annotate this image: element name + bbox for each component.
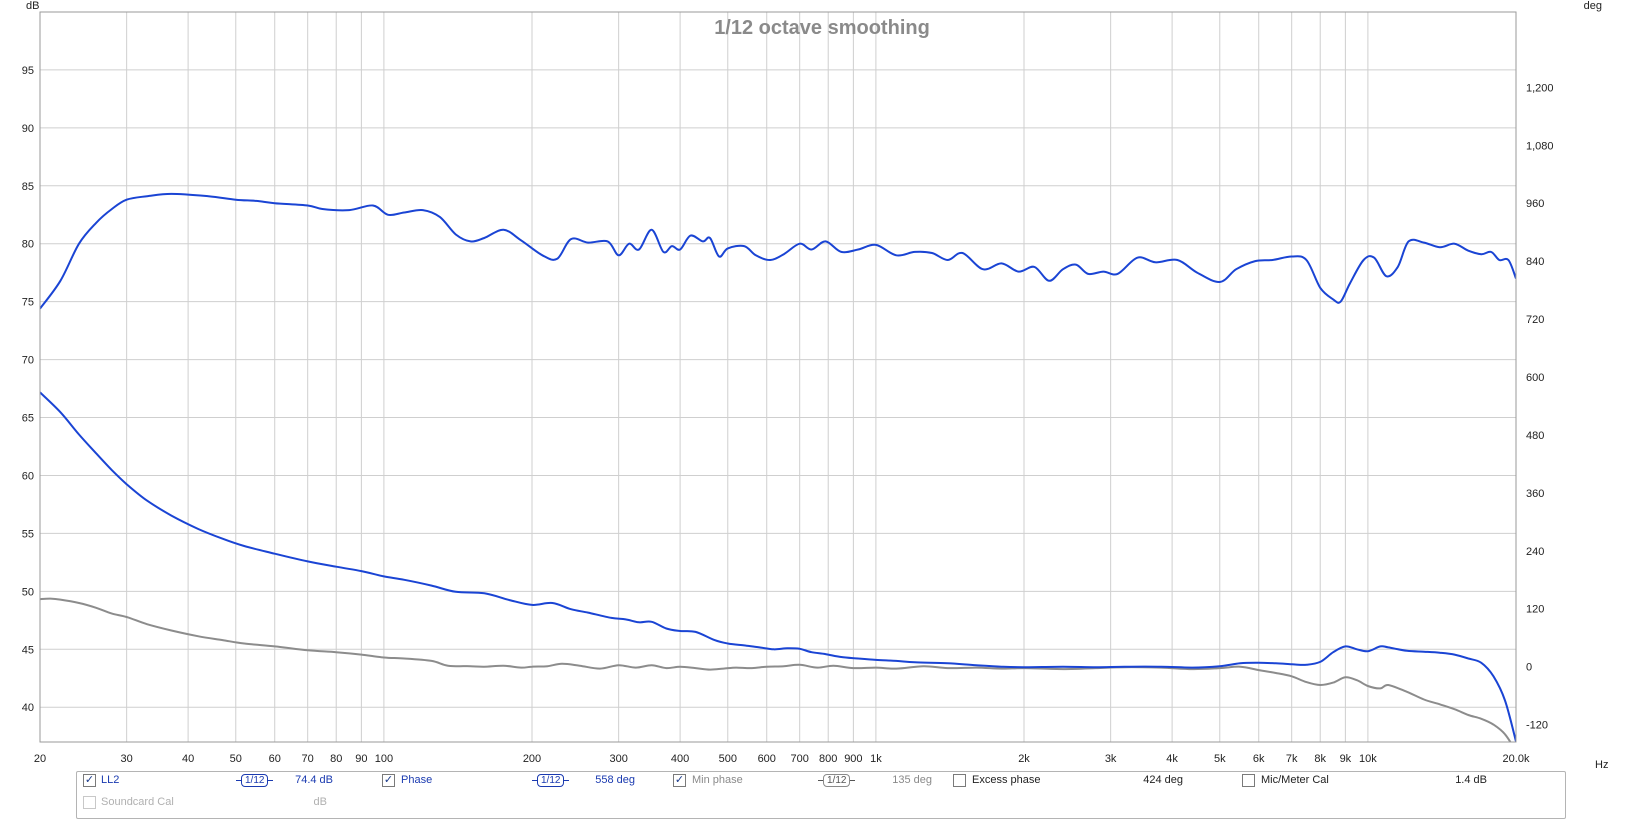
soundcard-cal-checkbox[interactable] (83, 796, 96, 809)
x-tick-label: 20.0k (1503, 753, 1530, 765)
x-axis-unit-label: Hz (1595, 759, 1608, 770)
excess-phase-value: 424 deg (1143, 774, 1183, 786)
x-tick-label: 8k (1314, 753, 1326, 765)
x-tick-label: 60 (269, 753, 281, 765)
grid-lines (39, 12, 1517, 742)
left-y-tick-label: 90 (22, 123, 34, 135)
phase-value: 558 deg (595, 774, 635, 786)
phase-checkbox[interactable]: ✓ (382, 774, 395, 787)
excess-phase-checkbox[interactable] (953, 774, 966, 787)
x-tick-label: 80 (330, 753, 342, 765)
right-y-tick-label: 240 (1526, 546, 1544, 558)
x-tick-label: 700 (791, 753, 809, 765)
x-tick-label: 20 (34, 753, 46, 765)
left-y-tick-label: 65 (22, 413, 34, 425)
plot-border (39, 11, 1517, 743)
min-phase-series-line (40, 597, 1512, 742)
ll2-smoothing-selector[interactable]: 1/12 (235, 774, 275, 787)
phase-smoothing-selector[interactable]: 1/12 (531, 774, 571, 787)
series-layer (40, 192, 1516, 742)
left-y-tick-label: 80 (22, 239, 34, 251)
x-tick-label: 800 (819, 753, 837, 765)
min-phase-smoothing-selector[interactable]: 1/12 (817, 774, 857, 787)
x-tick-label: 200 (523, 753, 541, 765)
left-y-tick-label: 85 (22, 181, 34, 193)
left-y-tick-label: 45 (22, 644, 34, 656)
x-tick-label: 100 (375, 753, 393, 765)
left-y-axis-ticks: 40 45 50 55 60 65 70 75 80 85 90 95 (22, 65, 34, 714)
right-y-tick-label: 960 (1526, 198, 1544, 210)
x-tick-label: 5k (1214, 753, 1226, 765)
left-y-tick-label: 95 (22, 65, 34, 77)
excess-phase-label: Excess phase (972, 774, 1041, 786)
left-y-tick-label: 60 (22, 470, 34, 482)
mic-meter-cal-value: 1.4 dB (1455, 774, 1487, 786)
x-tick-label: 6k (1253, 753, 1265, 765)
right-y-tick-label: 1,080 (1526, 140, 1554, 152)
right-y-tick-label: 720 (1526, 314, 1544, 326)
phase-series-line (40, 391, 1516, 742)
chart-title: 1/12 octave smoothing (714, 17, 930, 39)
x-tick-label: 600 (758, 753, 776, 765)
x-tick-label: 90 (355, 753, 367, 765)
left-axis-unit-label: dB (26, 0, 39, 12)
min-phase-value: 135 deg (892, 774, 932, 786)
x-tick-label: 40 (182, 753, 194, 765)
right-y-tick-label: 840 (1526, 256, 1544, 268)
x-axis-ticks: 20 30 40 50 60 70 80 90 100 200 300 400 500 600 700 800… (34, 753, 1530, 765)
x-tick-label: 2k (1018, 753, 1030, 765)
soundcard-cal-value: dB (313, 796, 327, 808)
x-tick-label: 10k (1359, 753, 1377, 765)
check-icon: ✓ (674, 774, 685, 786)
x-tick-label: 1k (870, 753, 882, 765)
left-y-tick-label: 55 (22, 528, 34, 540)
ll2-checkbox[interactable]: ✓ (83, 774, 96, 787)
left-y-tick-label: 70 (22, 355, 34, 367)
right-y-tick-label: 1,200 (1526, 82, 1554, 94)
right-y-tick-label: 120 (1526, 604, 1544, 616)
right-y-tick-label: 0 (1526, 662, 1532, 674)
x-tick-label: 30 (121, 753, 133, 765)
right-y-tick-label: 600 (1526, 372, 1544, 384)
mic-meter-cal-checkbox[interactable] (1242, 774, 1255, 787)
check-icon: ✓ (84, 774, 95, 786)
ll2-series-line (40, 192, 1516, 310)
mic-meter-cal-label: Mic/Meter Cal (1261, 774, 1329, 786)
x-tick-label: 3k (1105, 753, 1117, 765)
x-tick-label: 500 (719, 753, 737, 765)
frequency-response-chart[interactable]: 20 30 40 50 60 70 80 90 100 200 300 400 500 600 700 800… (0, 0, 1630, 770)
ll2-label: LL2 (101, 774, 120, 786)
phase-label: Phase (401, 774, 433, 786)
check-icon: ✓ (383, 774, 394, 786)
right-y-axis-ticks: -120 0 120 240 360 480 600 720 840 960 1,080 1,200 (1526, 82, 1554, 731)
right-y-tick-label: -120 (1526, 720, 1548, 732)
right-axis-unit-label: deg (1584, 0, 1602, 12)
soundcard-cal-label: Soundcard Cal (101, 796, 174, 808)
x-tick-label: 400 (671, 753, 689, 765)
x-tick-label: 300 (609, 753, 627, 765)
x-tick-label: 70 (302, 753, 314, 765)
min-phase-checkbox[interactable]: ✓ (673, 774, 686, 787)
x-tick-label: 7k (1286, 753, 1298, 765)
ll2-value: 74.4 dB (295, 774, 333, 786)
left-y-tick-label: 75 (22, 297, 34, 309)
left-y-tick-label: 40 (22, 702, 34, 714)
x-tick-label: 900 (844, 753, 862, 765)
legend-panel: ✓ LL2 1/12 74.4 dB ✓ Phase 1/12 558 deg … (76, 771, 1566, 819)
right-y-tick-label: 360 (1526, 488, 1544, 500)
right-y-tick-label: 480 (1526, 430, 1544, 442)
x-tick-label: 4k (1166, 753, 1178, 765)
x-tick-label: 50 (230, 753, 242, 765)
x-tick-label: 9k (1340, 753, 1352, 765)
min-phase-label: Min phase (692, 774, 743, 786)
left-y-tick-label: 50 (22, 586, 34, 598)
